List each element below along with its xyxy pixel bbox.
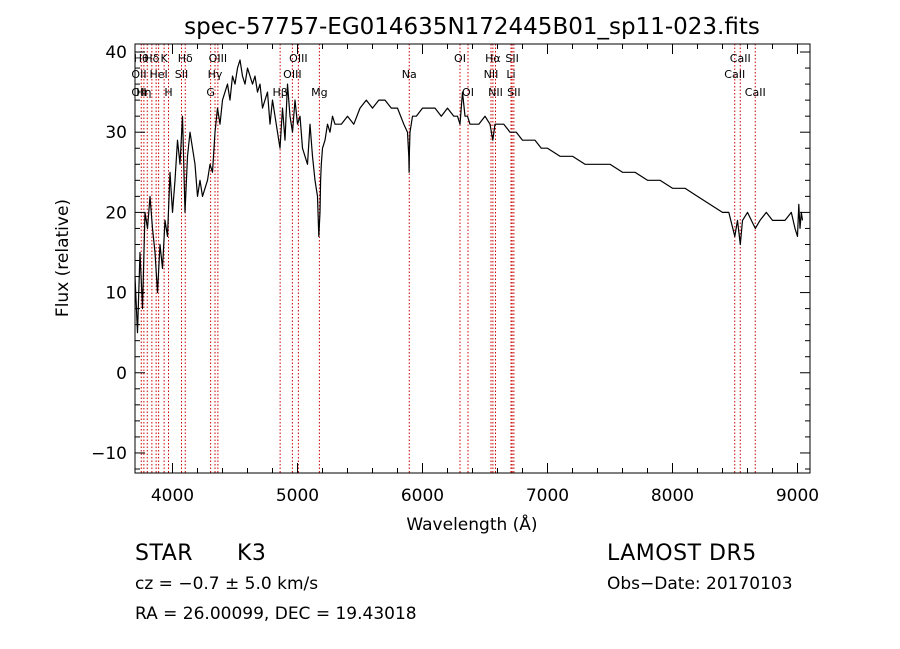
spectral-line-markers xyxy=(140,44,756,473)
y-tick-label: 40 xyxy=(105,43,127,63)
line-label: SII xyxy=(175,68,188,81)
ra-dec-coordinates: RA = 26.00099, DEC = 19.43018 xyxy=(135,604,417,624)
line-label: Hδ xyxy=(144,52,159,65)
line-label: Li xyxy=(506,68,515,81)
plot-frame xyxy=(134,43,811,474)
line-label: OI xyxy=(462,86,474,99)
line-label: CaII xyxy=(745,86,766,99)
y-tick-label: 0 xyxy=(116,364,127,384)
x-tick-label: 9000 xyxy=(776,486,819,506)
line-label: K xyxy=(161,52,169,65)
line-label-oii: OII xyxy=(131,86,146,99)
observation-date: Obs−Date: 20170103 xyxy=(607,574,793,594)
line-label: CaII xyxy=(730,52,751,65)
line-label: Hγ xyxy=(208,68,223,81)
y-axis-ticks: −10 0 10 20 30 40 xyxy=(91,43,810,470)
line-label: SII xyxy=(507,86,520,99)
redshift-velocity: cz = −0.7 ± 5.0 km/s xyxy=(135,574,319,594)
x-tick-label: 5000 xyxy=(276,486,319,506)
line-label: Na xyxy=(402,68,417,81)
survey-name: LAMOST DR5 xyxy=(607,541,757,566)
y-tick-label: 30 xyxy=(105,123,127,143)
line-label: SII xyxy=(505,52,518,65)
x-tick-label: 4000 xyxy=(151,486,194,506)
line-label: OIII xyxy=(283,68,301,81)
spectrum-line xyxy=(134,59,804,334)
x-tick-label: 8000 xyxy=(651,486,694,506)
x-tick-label: 7000 xyxy=(526,486,569,506)
line-label: G xyxy=(206,86,215,99)
line-label: NII xyxy=(488,86,503,99)
y-tick-label: −10 xyxy=(91,444,127,464)
object-class: STAR xyxy=(135,541,194,566)
chart-title: spec-57757-EG014635N172445B01_sp11-023.f… xyxy=(184,14,760,40)
line-label: Hη xyxy=(136,86,151,99)
line-label: Hβ xyxy=(272,86,287,99)
line-label: OIII xyxy=(209,52,227,65)
y-tick-label: 10 xyxy=(105,284,127,304)
line-label-oii: OII xyxy=(131,68,146,81)
x-tick-label: 6000 xyxy=(401,486,444,506)
y-tick-label: 20 xyxy=(105,203,127,223)
line-label: Hδ xyxy=(178,52,193,65)
spectral-line-labels: HθHηHδHeIKHSIIHδGHγOIIIHβOIIIOIIIMgNaOIO… xyxy=(131,52,765,99)
line-label: H xyxy=(164,86,172,99)
line-label: Hα xyxy=(485,52,501,65)
line-label: Mg xyxy=(311,86,327,99)
y-axis-label: Flux (relative) xyxy=(53,199,73,317)
line-label: CaII xyxy=(724,68,745,81)
line-label: OIII xyxy=(289,52,307,65)
line-label: NII xyxy=(484,68,499,81)
object-subclass: K3 xyxy=(237,541,267,566)
x-axis-label: Wavelength (Å) xyxy=(406,513,537,535)
line-label: OI xyxy=(454,52,466,65)
x-axis-ticks: 4000 5000 6000 7000 8000 9000 xyxy=(151,44,819,506)
line-label: Hθ xyxy=(134,52,149,65)
line-label: HeI xyxy=(149,68,167,81)
